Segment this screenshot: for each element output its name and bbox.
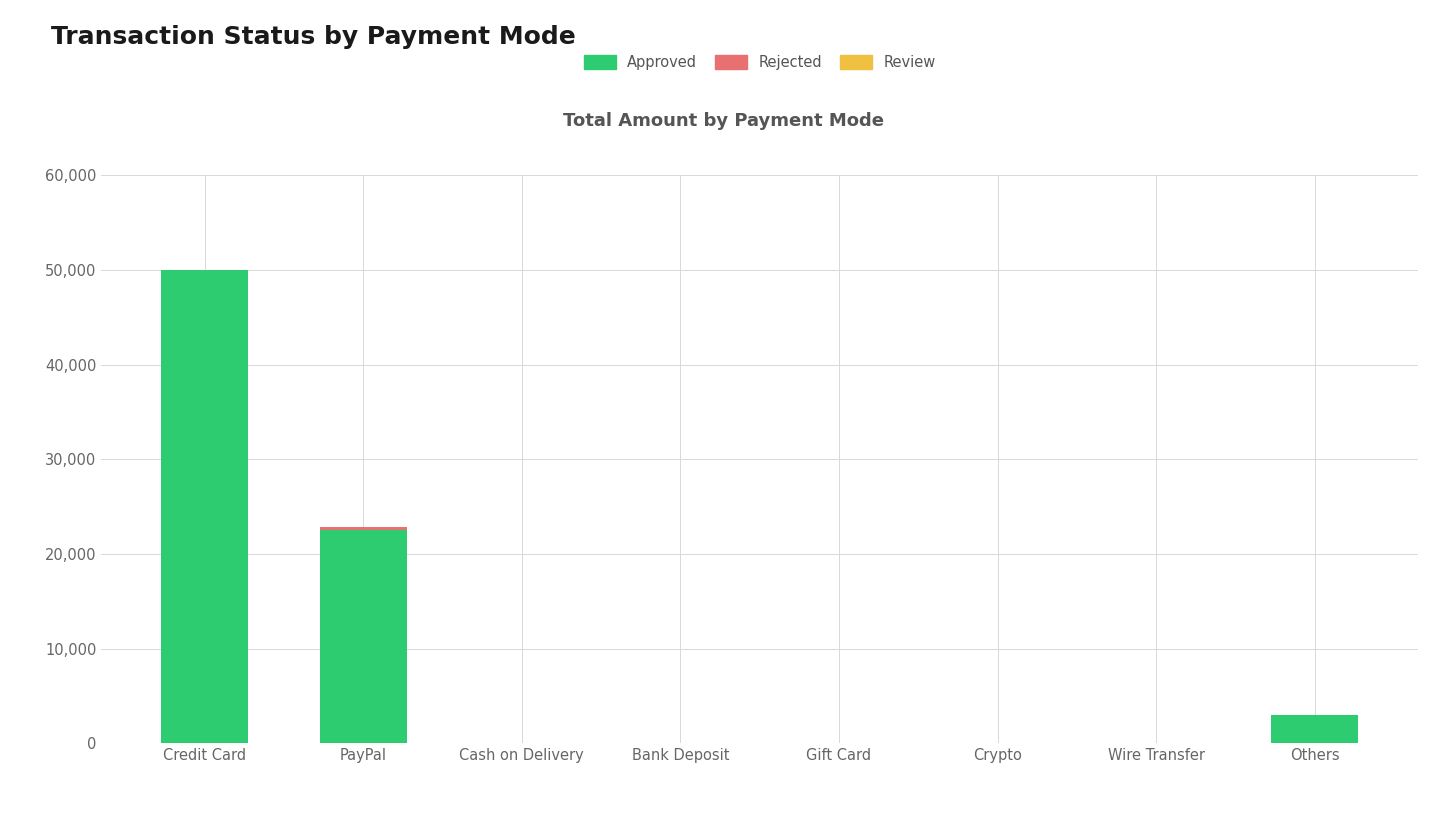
Text: Transaction Status by Payment Mode: Transaction Status by Payment Mode	[51, 25, 576, 49]
Bar	[320, 530, 407, 743]
Bar	[1270, 715, 1359, 743]
Bar	[320, 528, 407, 530]
Legend: Approved, Rejected, Review: Approved, Rejected, Review	[577, 49, 942, 76]
Text: Total Amount by Payment Mode: Total Amount by Payment Mode	[563, 112, 884, 130]
Bar	[161, 270, 249, 743]
